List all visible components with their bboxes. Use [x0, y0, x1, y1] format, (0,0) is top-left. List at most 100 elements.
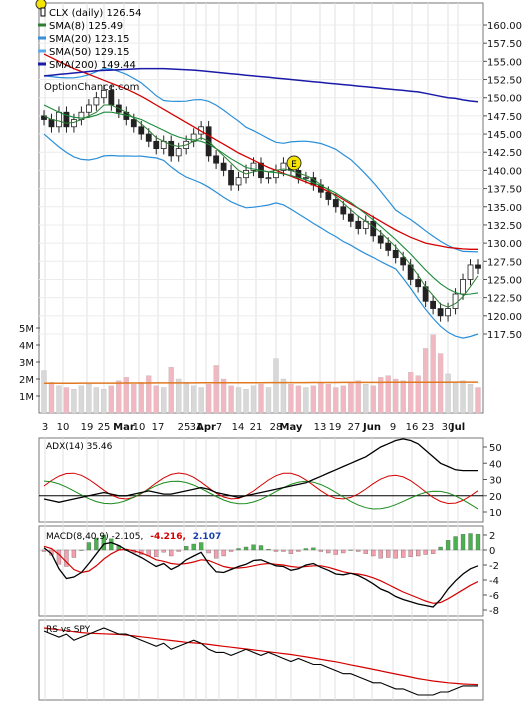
volume-bar: [235, 387, 242, 414]
macd-histogram-bar: [445, 540, 451, 551]
bollinger-bands: [43, 67, 479, 339]
macd-histogram-bar: [378, 549, 383, 559]
macd-panel-frame: [38, 525, 484, 617]
volume-bar: [265, 387, 272, 414]
macd-tick-label: -4: [489, 576, 499, 587]
earnings-marker: E: [286, 155, 302, 171]
x-tick-label: 10: [57, 422, 70, 433]
macd-histogram-bar: [71, 549, 77, 558]
macd-histogram-bar: [430, 549, 436, 554]
price-tick-label: 127.50: [487, 257, 522, 268]
volume-tick-label: 1M: [19, 392, 34, 403]
x-tick-label: 23: [422, 422, 435, 433]
volume-bar: [393, 378, 399, 414]
macd-histogram-bar: [356, 549, 361, 552]
price-tick-label: 155.00: [487, 57, 522, 68]
price-tick-label: 140.00: [487, 166, 522, 177]
macd-histogram-bar: [386, 549, 391, 558]
lower-band: [43, 133, 479, 339]
volume-bar: [370, 385, 376, 414]
price-legend: CLX (daily) 126.54 SMA(8) 125.49 SMA(20) 1…: [35, 0, 142, 71]
macd-histogram-bar: [206, 549, 211, 554]
watermark: OptionChance.com: [44, 82, 139, 93]
volume-bar: [430, 334, 436, 414]
volume-bar: [400, 380, 406, 414]
candle-body: [63, 111, 70, 128]
macd-histogram-bar: [258, 545, 264, 551]
candle-body: [340, 206, 347, 215]
rs-average-line: [43, 627, 479, 686]
adx-y-axis: 50 40 30 20 10: [483, 443, 502, 519]
x-tick-label: 25: [178, 422, 191, 433]
macd-histogram-bar: [64, 549, 69, 567]
price-tick-label: 145.00: [487, 130, 522, 141]
macd-tick-label: -8: [489, 606, 499, 617]
macd-histogram-bar: [408, 549, 413, 557]
x-tick-label: Jun: [362, 422, 381, 433]
macd-histogram-bar: [273, 549, 279, 552]
candle-body: [175, 148, 182, 157]
candle-body: [332, 199, 339, 208]
x-tick-label: 7: [216, 422, 222, 433]
macd-histogram-bar: [184, 546, 189, 551]
volume-bar: [48, 382, 55, 414]
x-tick-label: 31: [190, 422, 203, 433]
volume-bar: [168, 366, 174, 414]
macd-lines: [39, 533, 483, 608]
volume-bar: [280, 378, 287, 414]
volume-bar: [422, 348, 429, 414]
price-tick-label: 152.50: [487, 76, 522, 87]
price-tick-label: 117.50: [487, 330, 522, 341]
volume-bar: [445, 373, 451, 414]
volume-bar: [333, 387, 339, 414]
x-tick-label: 28: [270, 422, 283, 433]
adx-lines: [39, 438, 483, 510]
volume-bar: [78, 385, 85, 414]
volume-bar: [363, 383, 369, 414]
candle-body: [250, 162, 257, 171]
price-tick-label: 132.50: [487, 221, 522, 232]
volume-bar: [258, 383, 264, 414]
volume-bar: [228, 385, 234, 414]
macd-line: [43, 541, 479, 608]
volume-tick-label: 5M: [19, 324, 34, 335]
x-tick-label: 10: [133, 422, 146, 433]
macd-histogram-bar: [101, 534, 107, 551]
rs-line: [43, 627, 478, 696]
x-tick-label: 16: [406, 422, 419, 433]
volume-bar: [101, 389, 107, 414]
macd-histogram-bar: [213, 549, 219, 559]
macd-tick-label: -2: [489, 561, 499, 572]
legend-label: SMA(200) 149.44: [49, 60, 136, 71]
macd-histogram-bar: [401, 549, 406, 558]
rs-panel-frame: [38, 619, 484, 701]
price-tick-label: 130.00: [487, 239, 522, 250]
candle-body: [280, 162, 287, 171]
volume-bar: [146, 375, 152, 414]
volume-bar: [116, 380, 122, 414]
macd-histogram-bar: [475, 534, 481, 551]
price-tick-label: 120.00: [487, 312, 522, 323]
x-tick-label: Mar: [113, 422, 135, 433]
candle-body: [138, 126, 145, 135]
volume-bar: [288, 383, 294, 414]
volume-bar: [437, 353, 444, 414]
volume-bar: [408, 372, 414, 414]
candle-body: [392, 249, 399, 259]
macd-histogram-bar: [415, 549, 421, 557]
macd-histogram-bar: [109, 538, 114, 551]
volume-bar: [198, 387, 204, 414]
macd-histogram-bar: [453, 536, 458, 551]
macd-histogram-bar: [318, 549, 324, 552]
volume-bar: [56, 385, 62, 414]
volume-bar: [415, 375, 421, 414]
volume-bar: [131, 383, 137, 414]
adx-line: [43, 438, 478, 503]
x-tick-label: Apr: [196, 422, 216, 433]
di-minus-line: [43, 480, 479, 510]
volume-bar: [161, 387, 167, 414]
price-tick-label: 150.00: [487, 94, 522, 105]
macd-tick-label: 2: [489, 531, 495, 542]
candle-body: [85, 104, 92, 113]
macd-histogram-bar: [326, 549, 331, 554]
